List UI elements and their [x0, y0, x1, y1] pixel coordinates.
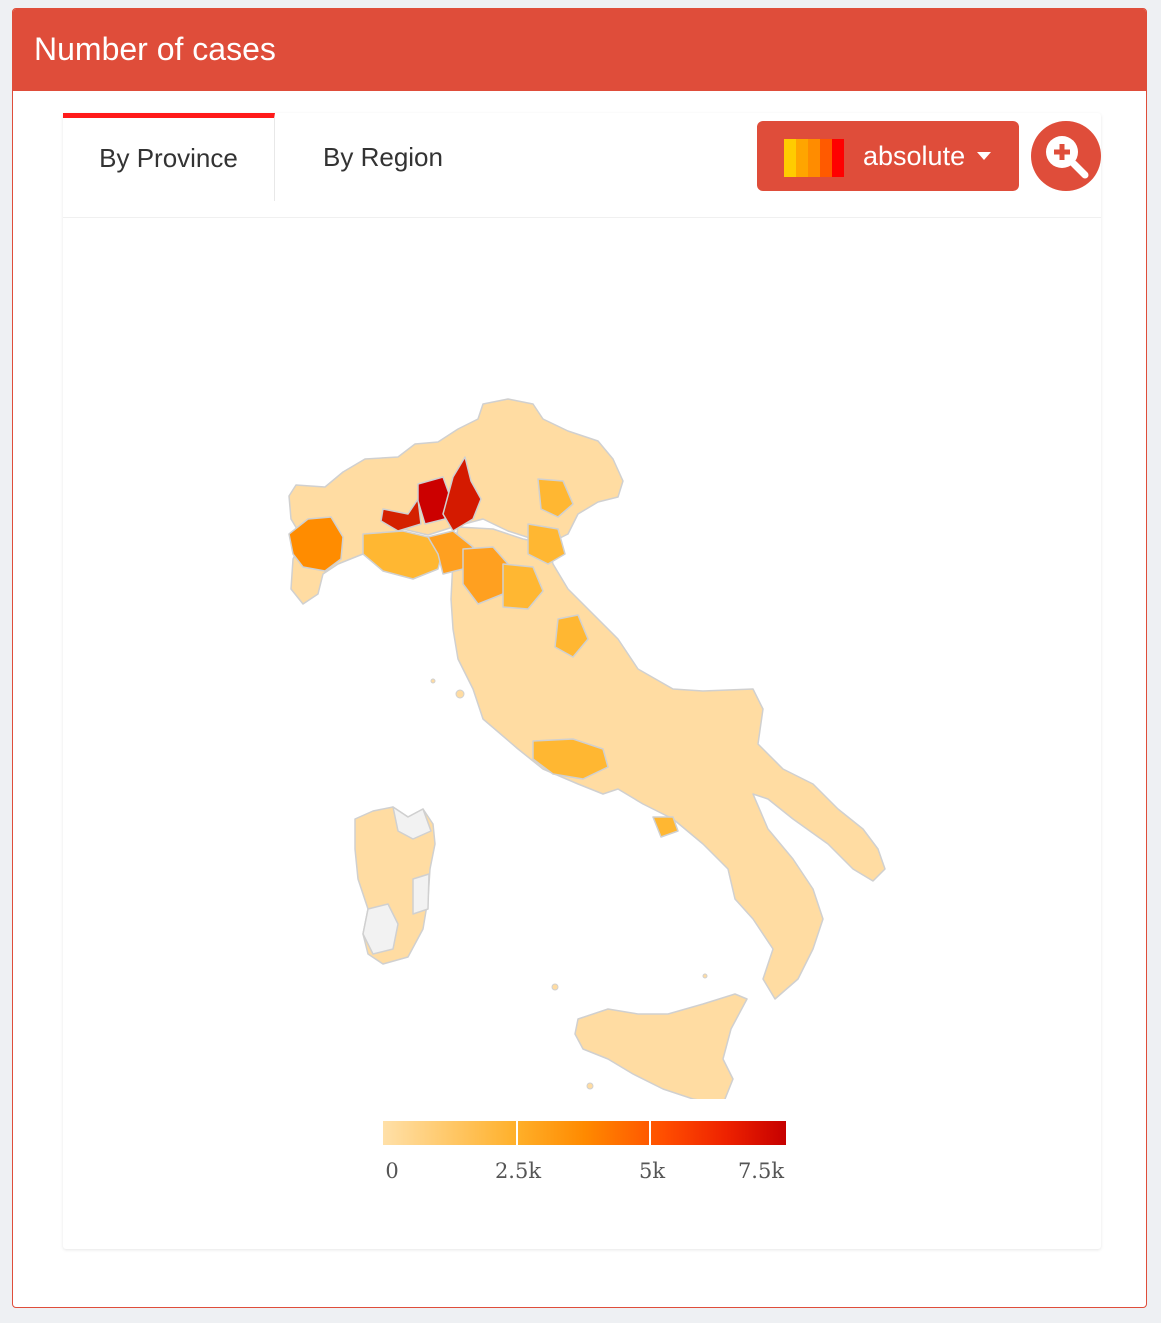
legend-tick-label: 5k [638, 1159, 666, 1183]
province[interactable] [442, 456, 482, 532]
color-scale-swatch-icon [784, 139, 844, 177]
swatch [784, 139, 796, 177]
province[interactable] [652, 816, 679, 838]
legend-tick-label: 2.5k [494, 1159, 542, 1183]
province[interactable] [288, 516, 344, 572]
province-no-data[interactable] [412, 873, 430, 915]
scale-label: absolute [863, 141, 966, 171]
legend-tick-mark [516, 1121, 518, 1145]
map-panel: By Province By Region absolute [63, 113, 1101, 1249]
swatch [808, 139, 820, 177]
province[interactable] [380, 498, 422, 532]
italy-map [63, 219, 1101, 1105]
province[interactable] [527, 523, 566, 565]
tab-by-region[interactable]: By Region [323, 142, 443, 172]
province[interactable] [362, 530, 444, 580]
province[interactable] [537, 478, 574, 518]
province-no-data[interactable] [362, 903, 399, 955]
province[interactable] [502, 563, 544, 610]
tab-by-province[interactable]: By Province [63, 113, 275, 201]
island [455, 689, 465, 699]
island [586, 1082, 594, 1090]
zoom-in-icon [1046, 136, 1089, 179]
legend-tick-label: 7.5k [737, 1159, 785, 1183]
swatch [796, 139, 808, 177]
island [702, 973, 708, 979]
legend-tick-label: 0 [385, 1159, 399, 1183]
legend-tick-mark [649, 1121, 651, 1145]
province-region-sicily[interactable] [574, 993, 748, 1105]
province[interactable] [554, 614, 589, 658]
zoom-in-button[interactable] [1031, 121, 1101, 191]
card-title: Number of cases [34, 31, 276, 67]
choropleth-map [288, 398, 886, 1105]
legend-color-bar [383, 1121, 786, 1145]
chevron-down-icon [977, 152, 991, 160]
swatch [820, 139, 832, 177]
island [551, 983, 559, 991]
province[interactable] [532, 738, 609, 780]
swatch [832, 139, 844, 177]
tab-bar: By Province By Region absolute [63, 113, 1101, 218]
scale-dropdown-button[interactable]: absolute [757, 121, 1019, 191]
island [430, 678, 436, 684]
cases-card: Number of cases By Province By Region ab… [12, 8, 1147, 1308]
card-header: Number of cases [13, 9, 1146, 91]
province-no-data[interactable] [392, 806, 432, 840]
